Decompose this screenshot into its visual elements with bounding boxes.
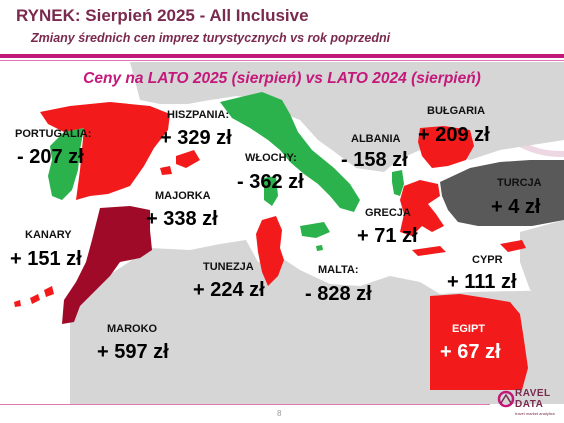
value-kanary: + 151 zł [10,248,82,270]
country-majorka [176,150,200,168]
value-cypr: + 111 zł [447,271,517,293]
footer-divider [0,404,490,405]
slide-title: RYNEK: Sierpień 2025 - All Inclusive [16,6,309,25]
label-turcja: TURCJA [497,177,542,189]
label-portugalia: PORTUGALIA: [15,128,92,140]
logo-ring-icon [497,390,515,408]
country-albania [392,170,404,196]
header-divider-thin [0,60,564,61]
country-wlochy-sardinia [264,176,278,206]
value-grecja: + 71 zł [357,225,418,247]
country-grecja [400,180,444,236]
land-middle-east [520,220,564,300]
label-bulgaria: BUŁGARIA [427,105,486,117]
label-albania: ALBANIA [351,133,401,145]
travel-data-logo: RAVEL DATA travel market analytics [497,388,561,420]
label-wlochy: WŁOCHY: [245,152,297,164]
logo-tagline: travel market analytics [515,411,555,416]
label-grecja: GRECJA [365,207,411,219]
label-cypr: CYPR [472,254,503,266]
label-majorka: MAJORKA [155,190,211,202]
value-tunezja: + 224 zł [193,279,265,301]
country-kanary-3 [14,300,21,307]
country-grecja-crete [412,246,446,256]
value-egipt: + 67 zł [440,341,501,363]
label-maroko: MAROKO [107,323,158,335]
value-majorka: + 338 zł [146,208,218,230]
country-wlochy-sicily [300,222,330,238]
country-bulgaria [418,126,474,168]
mediterranean-map [0,62,564,404]
country-tunezja [256,216,284,286]
country-egipt [430,294,528,390]
value-hiszpania: + 329 zł [160,127,232,149]
label-tunezja: TUNEZJA [203,261,254,273]
page-number: 8 [277,409,282,418]
country-portugalia [48,128,84,200]
value-turcja: + 4 zł [491,196,541,218]
country-maroko [62,206,152,324]
land-france [130,62,236,104]
country-turcja [440,160,564,226]
value-albania: - 158 zł [341,149,408,171]
country-malta [316,245,323,251]
map-heading: Ceny na LATO 2025 (sierpień) vs LATO 202… [83,70,481,87]
country-kanary [30,294,40,304]
value-portugalia: - 207 zł [17,146,84,168]
country-wlochy [220,92,360,212]
value-malta: - 828 zł [305,283,372,305]
value-bulgaria: + 209 zł [418,124,490,146]
label-malta: MALTA: [318,264,359,276]
logo-text-line1: RAVEL [515,388,551,399]
country-majorka-2 [160,166,172,175]
value-wlochy: - 362 zł [237,171,304,193]
header-divider [0,54,564,58]
logo-text-line2: DATA [515,399,544,410]
country-cypr [500,240,526,252]
label-kanary: KANARY [25,229,72,241]
value-maroko: + 597 zł [97,341,169,363]
country-hiszpania [40,102,170,200]
country-kanary-2 [44,286,54,297]
label-hiszpania: HISZPANIA: [167,109,230,121]
slide-subtitle: Zmiany średnich cen imprez turystycznych… [31,31,391,45]
label-egipt: EGIPT [452,323,486,335]
